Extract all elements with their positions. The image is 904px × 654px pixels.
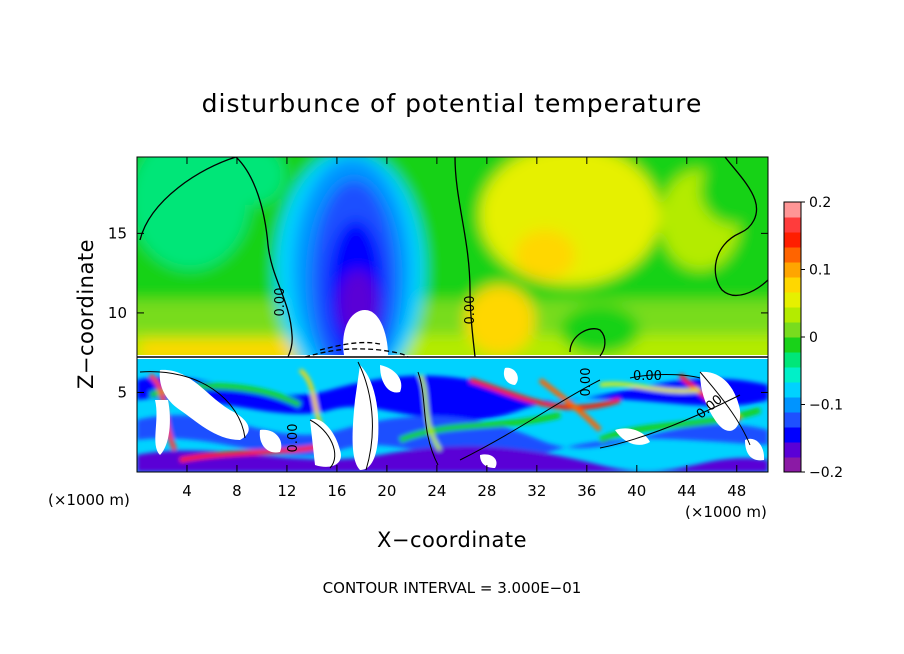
colorbar-swatch (784, 412, 801, 428)
x-axis: 4 8 12 16 20 24 28 32 36 40 44 48 (182, 157, 746, 500)
x-unit-left: (×1000 m) (48, 491, 130, 509)
x-tick-label: 28 (477, 482, 496, 500)
y-axis-label: Z−coordinate (74, 239, 98, 389)
colorbar-swatch (784, 277, 801, 293)
colorbar-swatch (784, 292, 801, 308)
x-tick-label: 36 (577, 482, 596, 500)
x-tick-label: 40 (627, 482, 646, 500)
x-unit-right: (×1000 m) (685, 503, 767, 521)
contour-label: 0.00 (633, 369, 662, 384)
x-tick-label: 20 (377, 482, 396, 500)
contour-label: 0.00 (579, 368, 594, 397)
x-tick-label: 48 (727, 482, 746, 500)
colorbar-swatch (784, 247, 801, 263)
x-tick-label: 44 (677, 482, 696, 500)
colorbar-swatch (784, 442, 801, 458)
x-tick-label: 24 (427, 482, 446, 500)
x-axis-label: X−coordinate (377, 528, 527, 552)
contour-label: 0.00 (463, 296, 478, 325)
colorbar: 0.2 0.1 0 −0.1 −0.2 (783, 195, 843, 481)
colorbar-swatch (784, 217, 801, 233)
colorbar-swatch (784, 232, 801, 248)
colorbar-swatch (784, 397, 801, 413)
y-tick-label: 5 (117, 383, 127, 401)
x-tick-label: 16 (327, 482, 346, 500)
colorbar-tick-label: 0.1 (809, 263, 831, 279)
colorbar-swatch (784, 382, 801, 398)
colorbar-swatch (784, 367, 801, 383)
colorbar-swatch (784, 307, 801, 323)
y-axis: 5 10 15 (108, 224, 768, 401)
colorbar-tick-label: 0.2 (809, 195, 831, 211)
x-tick-label: 4 (182, 482, 192, 500)
colorbar-swatch (784, 352, 801, 368)
colorbar-tick-label: 0 (809, 330, 818, 346)
contour-interval-note: CONTOUR INTERVAL = 3.000E−01 (323, 579, 582, 597)
colorbar-swatch (784, 322, 801, 338)
colorbar-swatch (784, 457, 801, 473)
x-tick-label: 32 (527, 482, 546, 500)
heatmap-upper (137, 157, 768, 357)
y-tick-label: 10 (108, 304, 127, 322)
chart-title: disturbunce of potential temperature (202, 89, 703, 118)
colorbar-swatch (784, 427, 801, 443)
contour-label: 0.00 (286, 424, 301, 453)
colorbar-swatch (784, 337, 801, 353)
contours-upper (139, 157, 768, 357)
separator-band (137, 355, 768, 361)
y-tick-label: 15 (108, 224, 127, 242)
x-tick-label: 8 (232, 482, 242, 500)
plot-frame (136, 156, 769, 473)
colorbar-swatch (784, 262, 801, 278)
heatmap-lower (137, 359, 768, 472)
colorbar-tick-label: −0.2 (809, 465, 843, 481)
contour-label: 0.00 (273, 288, 288, 317)
x-tick-label: 12 (277, 482, 296, 500)
contour-labels: 0.00 0.00 0.00 0.00 0.00 0.00 (273, 288, 726, 453)
colorbar-tick-label: −0.1 (809, 398, 843, 414)
colorbar-swatch (784, 202, 801, 218)
